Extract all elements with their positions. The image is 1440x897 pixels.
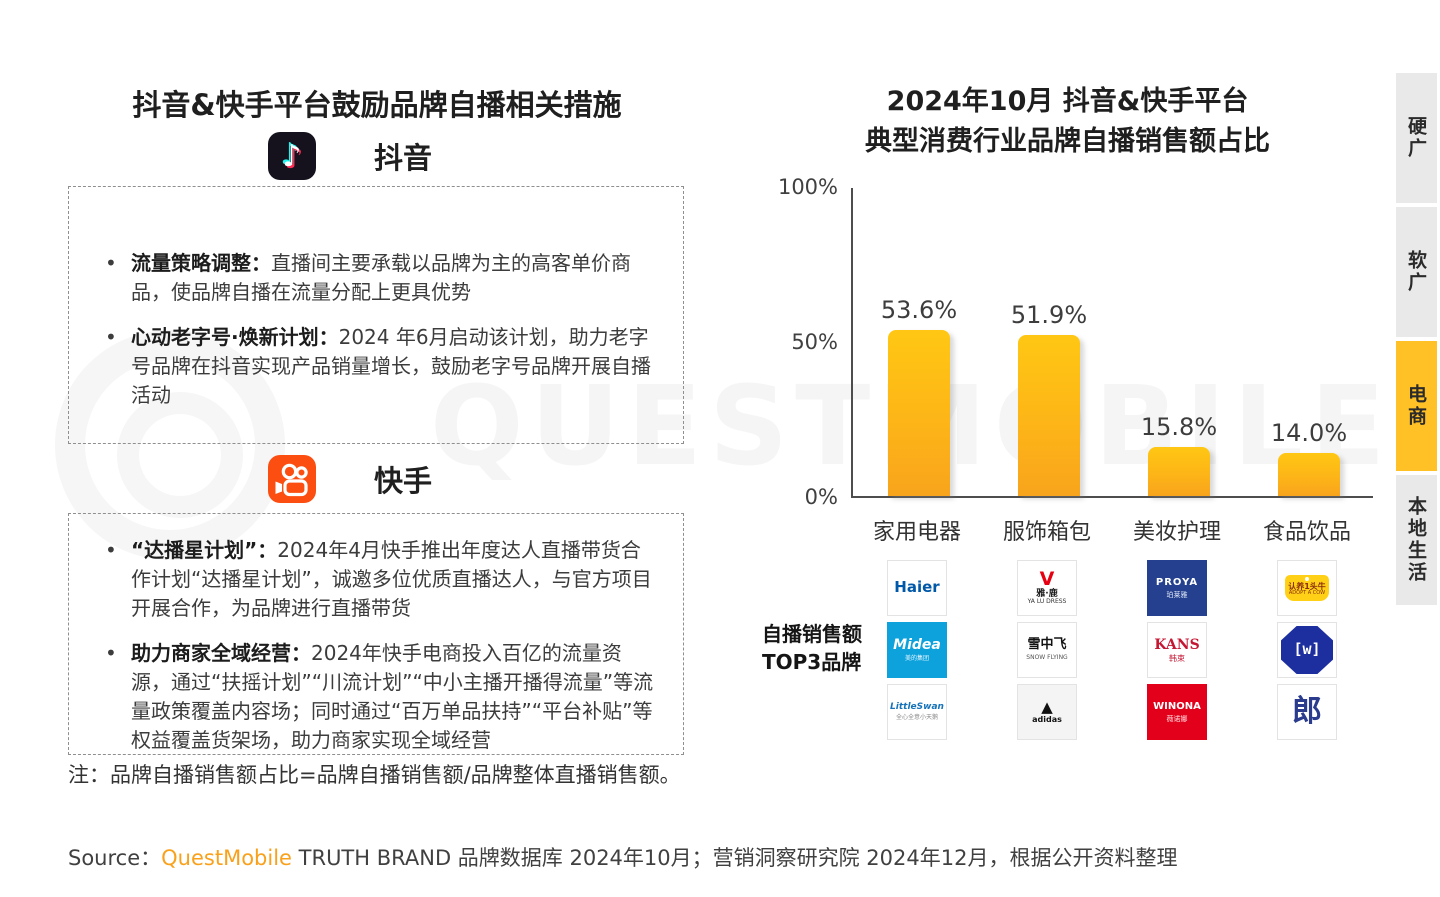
- brand-tile-adopt: 认养1头牛 ADOPT A COW: [1277, 560, 1337, 616]
- bullet-heading: 流量策略调整：: [131, 251, 271, 275]
- x-axis-category-labels: 家用电器 服饰箱包 美妆护理 食品饮品: [851, 514, 1373, 545]
- kuaishou-label: 快手: [374, 464, 433, 498]
- bar-食品饮品: [1278, 452, 1340, 496]
- chart-title: 2024年10月 抖音&快手平台 典型消费行业品牌自播销售额占比: [800, 82, 1335, 162]
- douyin-measures-box: 流量策略调整：直播间主要承载以品牌为主的高客单价商品，使品牌自播在流量分配上更具…: [68, 186, 684, 444]
- brand-tile-lang: 郎: [1277, 684, 1337, 740]
- top3-brands-label: 自播销售额 TOP3品牌: [762, 620, 862, 676]
- bullet-body: 2024 年6月启动该计划，助力老字号品牌在抖音实现产品销量增长，鼓励老字号品牌…: [131, 325, 651, 407]
- top3-brands-label-line1: 自播销售额: [762, 622, 862, 646]
- bullet-body: 2024年快手电商投入百亿的流量资源，通过“扶摇计划”“川流计划”“中小主播开播…: [131, 641, 654, 752]
- sidebar-tab-电商[interactable]: 电商: [1396, 341, 1437, 471]
- source-prefix: Source：: [68, 846, 162, 870]
- sidebar-tab-本地生活[interactable]: 本地生活: [1396, 475, 1437, 605]
- brand-tile-text: SNOW FLYING: [1026, 654, 1068, 662]
- sidebar-tab-label: 软广: [1405, 250, 1427, 294]
- sidebar-tab-label: 硬广: [1405, 116, 1427, 160]
- brand-tile-text: WINONA: [1153, 701, 1201, 713]
- brand-tile-text: Haier: [894, 578, 940, 597]
- brand-tile-text: V: [1039, 567, 1055, 590]
- plot-area: 53.6% 51.9% 15.8% 14.0%: [851, 188, 1373, 498]
- y-axis-ticks: 100% 50% 0%: [756, 175, 838, 509]
- bar-value-label: 53.6%: [880, 295, 958, 324]
- y-tick-50: 50%: [791, 330, 838, 354]
- douyin-bullet-2: 心动老字号·焕新计划：2024 年6月启动该计划，助力老字号品牌在抖音实现产品销…: [91, 323, 659, 410]
- brand-tile-text: 珀莱雅: [1166, 590, 1188, 599]
- brand-tile-text: 雪中飞: [1027, 637, 1067, 653]
- sidebar-tab-软广[interactable]: 软广: [1396, 207, 1437, 337]
- brand-tile-text: 美的集团: [904, 655, 929, 663]
- brand-tile-text: 韩束: [1169, 653, 1185, 663]
- brand-tile-xuezhongfei: 雪中飞 SNOW FLYING: [1017, 622, 1077, 678]
- brand-tile-text: ADOPT A COW: [1288, 590, 1326, 597]
- sidebar-tab-label: 电商: [1405, 384, 1427, 428]
- bullet-heading: “达播星计划”：: [131, 538, 278, 562]
- y-tick-100: 100%: [777, 175, 838, 199]
- brand-tile-text: LittleSwan: [890, 702, 944, 713]
- brand-tile-text: Midea: [893, 637, 941, 653]
- douyin-note-glyph-white: ♪: [282, 138, 302, 174]
- channel-tabs-sidebar: 硬广软广电商本地生活: [1396, 73, 1437, 605]
- brand-tile-text: PROYA: [1155, 577, 1199, 589]
- brand-tile-midea: Midea 美的集团: [887, 622, 947, 678]
- bar-美妆护理: [1148, 447, 1210, 496]
- brand-logo-grid: Haier V 雅·鹿 YA LU DRESS PROYA 珀莱雅 认养1头牛 ADOPT A…: [887, 560, 1337, 740]
- chart-title-line1: 2024年10月 抖音&快手平台: [886, 86, 1249, 117]
- bullet-heading: 心动老字号·焕新计划：: [131, 325, 339, 349]
- douyin-note-glyph-red: ♪: [284, 140, 304, 176]
- bullet-body: 直播间主要承载以品牌为主的高客单价商品，使品牌自播在流量分配上更具优势: [131, 251, 631, 304]
- source-line: Source：QuestMobile TRUTH BRAND 品牌数据库 202…: [68, 842, 1177, 872]
- source-brand: QuestMobile: [161, 846, 292, 870]
- brand-tile-text: adidas: [1032, 714, 1062, 724]
- douyin-label: 抖音: [374, 141, 433, 175]
- left-panel-title: 抖音&快手平台鼓励品牌自播相关措施: [132, 88, 622, 122]
- bar-家用电器: [888, 329, 950, 496]
- brand-tile-haier: Haier: [887, 560, 947, 616]
- kuaishou-platform-row: 快手: [268, 455, 432, 503]
- bar-value-label: 51.9%: [1010, 301, 1088, 330]
- bullet-body: 2024年4月快手推出年度达人直播带货合作计划“达播星计划”，诚邀多位优质直播达…: [131, 538, 652, 620]
- sidebar-tab-硬广[interactable]: 硬广: [1396, 73, 1437, 203]
- brand-tile-wbadge: [w]: [1277, 622, 1337, 678]
- y-tick-0: 0%: [804, 485, 838, 509]
- brand-tile-kans: KANS 韩束: [1147, 622, 1207, 678]
- bar-value-label: 14.0%: [1270, 418, 1348, 447]
- bar-服饰箱包: [1018, 335, 1080, 496]
- brand-tile-proya: PROYA 珀莱雅: [1147, 560, 1207, 616]
- kuaishou-bullet-2: 助力商家全域经营：2024年快手电商投入百亿的流量资源，通过“扶摇计划”“川流计…: [91, 639, 659, 755]
- brand-tile-text: 全心全意小天鹅: [895, 713, 938, 721]
- douyin-bullet-1: 流量策略调整：直播间主要承载以品牌为主的高客单价商品，使品牌自播在流量分配上更具…: [91, 249, 659, 307]
- brand-tile-text: 认养1头牛: [1288, 582, 1326, 592]
- category-label-家用电器: 家用电器: [872, 520, 961, 545]
- footnote: 注：品牌自播销售额占比=品牌自播销售额/品牌整体直播销售额。: [68, 763, 681, 787]
- douyin-note-glyph-cyan: ♪: [280, 136, 300, 172]
- kuaishou-measures-box: “达播星计划”：2024年4月快手推出年度达人直播带货合作计划“达播星计划”，诚…: [68, 513, 684, 755]
- douyin-app-icon: ♪ ♪ ♪: [268, 132, 316, 180]
- bullet-heading: 助力商家全域经营：: [131, 641, 311, 665]
- sidebar-tab-label: 本地生活: [1405, 496, 1427, 584]
- chart-title-line2: 典型消费行业品牌自播销售额占比: [865, 126, 1270, 157]
- brand-tile-winona: WINONA 薇诺娜: [1147, 684, 1207, 740]
- brand-tile-text: YA LU DRESS: [1027, 598, 1067, 606]
- brand-tile-text: 郎: [1292, 693, 1322, 729]
- kuaishou-bullet-1: “达播星计划”：2024年4月快手推出年度达人直播带货合作计划“达播星计划”，诚…: [91, 536, 659, 623]
- top3-brands-label-line2: TOP3品牌: [762, 650, 862, 674]
- kuaishou-app-icon: [268, 455, 316, 503]
- brand-tile-text: ▲: [1041, 697, 1053, 716]
- brand-tile-text: KANS: [1154, 636, 1200, 653]
- category-label-服饰箱包: 服饰箱包: [1002, 520, 1091, 545]
- category-label-美妆护理: 美妆护理: [1132, 520, 1221, 545]
- brand-tile-littleswan: LittleSwan 全心全意小天鹅: [887, 684, 947, 740]
- brand-tile-adidas: ▲ adidas: [1017, 684, 1077, 740]
- brand-tile-text: 雅·鹿: [1036, 588, 1058, 599]
- bar-value-label: 15.8%: [1140, 413, 1218, 442]
- source-rest: TRUTH BRAND 品牌数据库 2024年10月；营销洞察研究院 2024年…: [291, 846, 1178, 870]
- brand-tile-yalu: V 雅·鹿 YA LU DRESS: [1017, 560, 1077, 616]
- brand-tile-text: [w]: [1293, 640, 1321, 659]
- douyin-platform-row: ♪ ♪ ♪ 抖音: [268, 132, 432, 180]
- brand-tile-text: 薇诺娜: [1166, 714, 1188, 723]
- category-label-食品饮品: 食品饮品: [1262, 520, 1351, 545]
